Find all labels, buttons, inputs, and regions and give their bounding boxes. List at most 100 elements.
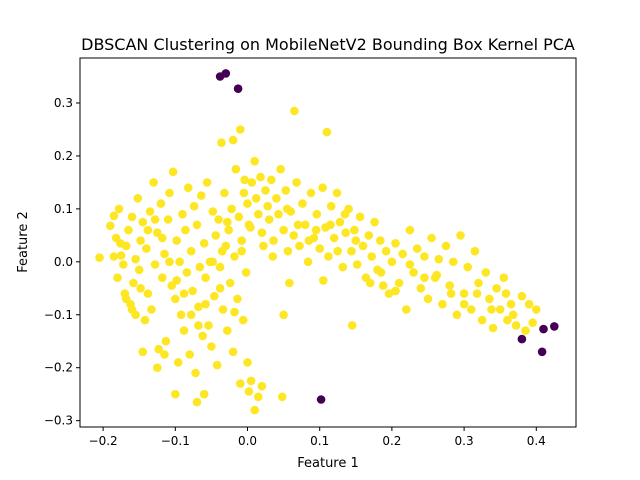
cluster-point — [501, 289, 511, 298]
cluster-point — [116, 251, 126, 260]
cluster-point — [234, 212, 244, 222]
cluster-point — [521, 326, 530, 335]
x-tick-label: 0.0 — [238, 434, 257, 448]
x-tick-label: 0.4 — [527, 434, 546, 448]
cluster-point — [416, 284, 426, 293]
x-axis-label: Feature 1 — [297, 456, 359, 471]
cluster-point — [138, 347, 148, 357]
cluster-point — [452, 310, 462, 320]
cluster-point — [459, 299, 469, 309]
cluster-point — [463, 262, 473, 272]
cluster-point — [405, 260, 415, 269]
cluster-point — [133, 194, 143, 203]
cluster-point — [263, 201, 273, 211]
cluster-point — [364, 231, 374, 240]
cluster-point — [214, 215, 223, 224]
cluster-point — [192, 220, 202, 230]
cluster-point — [423, 294, 433, 304]
cluster-point — [333, 246, 343, 256]
cluster-point — [172, 236, 181, 245]
cluster-point — [188, 286, 197, 296]
cluster-point — [427, 233, 436, 243]
cluster-point — [261, 186, 270, 195]
cluster-point — [127, 212, 137, 222]
cluster-point — [223, 326, 232, 335]
cluster-point — [171, 294, 180, 304]
cluster-point — [306, 188, 316, 198]
cluster-point — [257, 381, 267, 391]
cluster-point — [376, 236, 385, 245]
cluster-point — [517, 291, 527, 301]
cluster-point — [487, 305, 496, 314]
cluster-point — [257, 228, 267, 237]
cluster-point — [217, 246, 227, 256]
x-tick-label: 0.3 — [455, 434, 474, 448]
cluster-point — [303, 257, 313, 267]
chart-title: DBSCAN Clustering on MobileNetV2 Boundin… — [81, 35, 575, 54]
cluster-point — [239, 188, 249, 198]
cluster-point — [220, 188, 229, 198]
cluster-point — [376, 268, 386, 277]
cluster-point — [225, 278, 235, 288]
cluster-point — [319, 276, 328, 285]
cluster-point — [124, 225, 133, 235]
noise-point — [517, 334, 527, 344]
cluster-point — [138, 217, 148, 227]
cluster-point — [149, 178, 158, 187]
cluster-point — [326, 201, 336, 211]
y-tick-label: 0.2 — [54, 149, 73, 163]
cluster-point — [420, 273, 429, 283]
cluster-point — [347, 246, 356, 256]
cluster-point — [332, 188, 342, 198]
cluster-point — [231, 164, 241, 174]
cluster-point — [391, 286, 400, 296]
noise-point — [539, 324, 548, 334]
y-tick-label: 0.3 — [54, 96, 73, 110]
cluster-point — [495, 305, 505, 314]
cluster-point — [285, 278, 294, 288]
cluster-point — [402, 305, 411, 314]
cluster-point — [326, 220, 335, 230]
cluster-point — [347, 321, 357, 330]
cluster-point — [179, 289, 189, 298]
cluster-point — [106, 221, 115, 231]
cluster-point — [241, 268, 251, 277]
cluster-point — [352, 260, 362, 269]
cluster-point — [215, 262, 225, 272]
cluster-point — [212, 360, 222, 370]
cluster-point — [279, 310, 288, 320]
cluster-point — [289, 231, 299, 240]
cluster-point — [113, 273, 122, 283]
cluster-point — [204, 321, 213, 330]
cluster-point — [243, 199, 252, 208]
cluster-point — [412, 244, 422, 253]
cluster-point — [201, 273, 210, 283]
cluster-point — [329, 233, 339, 243]
cluster-point — [532, 305, 541, 314]
cluster-point — [199, 239, 209, 248]
cluster-point — [208, 257, 218, 267]
cluster-point — [165, 257, 174, 267]
cluster-point — [145, 207, 155, 216]
data-points — [95, 69, 559, 415]
noise-point — [537, 347, 547, 357]
cluster-point — [276, 164, 286, 174]
cluster-point — [318, 183, 327, 192]
cluster-point — [160, 249, 169, 259]
cluster-point — [481, 268, 491, 277]
cluster-point — [198, 331, 207, 341]
cluster-point — [228, 347, 238, 357]
cluster-point — [398, 249, 408, 259]
cluster-point — [175, 257, 184, 267]
x-tick-label: −0.2 — [89, 434, 118, 448]
cluster-point — [182, 268, 192, 277]
cluster-point — [251, 194, 261, 203]
cluster-point — [176, 310, 186, 320]
cluster-point — [238, 315, 248, 325]
cluster-point — [131, 310, 140, 320]
cluster-point — [136, 284, 145, 293]
cluster-point — [293, 220, 303, 230]
cluster-point — [378, 281, 388, 290]
cluster-point — [355, 212, 365, 222]
